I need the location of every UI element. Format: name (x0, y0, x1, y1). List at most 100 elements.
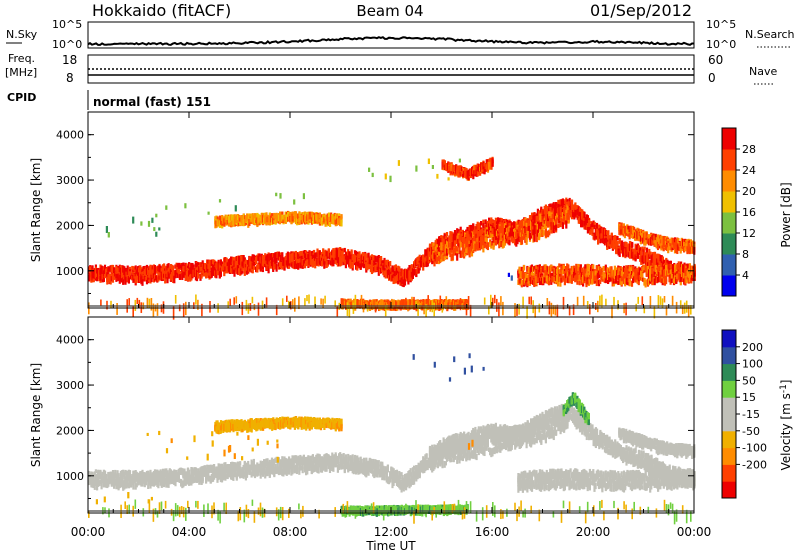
scatter-cell (377, 255, 380, 260)
scatter-cell (231, 256, 234, 265)
scatter-cell (625, 242, 628, 250)
scatter-cell (509, 227, 512, 234)
scatter-cell (399, 272, 402, 280)
scatter-cell (158, 270, 161, 277)
scatter-cell (443, 255, 446, 261)
scatter-cell (469, 240, 472, 247)
scatter-cell (383, 270, 386, 276)
scatter-cell (434, 240, 437, 247)
noise-right-tick-top: 10^5 (706, 18, 736, 31)
scatter-cell (173, 272, 176, 280)
scatter-cell (461, 248, 464, 255)
scatter-cell (123, 275, 126, 280)
scatter-cell (669, 260, 672, 267)
scatter-cell (195, 262, 199, 268)
scatter-cell (89, 272, 92, 281)
scatter-cell (248, 264, 251, 273)
scatter-cell (616, 235, 619, 241)
scatter-cell (113, 267, 116, 274)
scatter-cell (576, 215, 579, 220)
scatter-cell (355, 250, 358, 258)
scatter-cell (420, 258, 424, 267)
scatter-cell (209, 262, 212, 270)
scatter-cell (110, 270, 113, 277)
scatter-cell (170, 264, 174, 271)
scatter-cell (274, 252, 277, 259)
scatter-cell (449, 231, 452, 237)
scatter-cell (317, 252, 320, 259)
scatter-cell (493, 231, 496, 237)
scatter-cell (631, 242, 634, 248)
scatter-cell (601, 238, 604, 243)
scatter-cell (506, 227, 509, 233)
scatter-cell (520, 279, 523, 285)
scatter-cell (134, 265, 137, 272)
scatter-cell (299, 251, 302, 257)
scatter-cell (551, 204, 554, 211)
scatter-cell (107, 266, 110, 272)
scatter-cell (502, 229, 505, 237)
scatter-cell (392, 266, 395, 273)
scatter-cell (651, 257, 654, 263)
scatter-cell (251, 267, 254, 273)
scatter-cell (395, 269, 399, 276)
scatter-cell (424, 249, 427, 258)
scatter-cell (406, 270, 409, 279)
scatter-cell (243, 268, 246, 276)
scatter-cell (283, 260, 286, 265)
scatter-cell (239, 257, 242, 263)
scatter-cell (131, 265, 134, 271)
scatter-cell (305, 253, 308, 261)
scatter-cell (552, 202, 555, 209)
scatter-cell (477, 222, 480, 231)
scatter-cell (180, 264, 183, 269)
scatter-cell (333, 254, 336, 260)
scatter-cell (672, 273, 675, 279)
scatter-cell (345, 257, 349, 265)
scatter-cell (436, 254, 439, 260)
scatter-cell (635, 245, 638, 252)
scatter-cell (656, 253, 659, 259)
scatter-cell (174, 272, 177, 279)
scatter-cell (201, 263, 204, 269)
scatter-cell (311, 254, 314, 259)
scatter-cell (370, 266, 374, 275)
scatter-cell (557, 223, 560, 229)
scatter-cell (214, 261, 217, 266)
scatter-cell (333, 259, 336, 264)
scatter-cell (107, 274, 110, 280)
scatter-cell (495, 230, 499, 237)
scatter-cell (223, 257, 226, 266)
scatter-cell (587, 264, 590, 269)
scatter-cell (178, 274, 182, 280)
scatter-cell (248, 255, 251, 262)
scatter-cell (614, 240, 617, 249)
scatter-cell (367, 252, 370, 258)
scatter-cell (106, 277, 109, 285)
scatter-cell (340, 259, 343, 266)
scatter-cell (433, 259, 436, 267)
scatter-cell (449, 237, 452, 243)
scatter-cell (245, 267, 249, 275)
scatter-cell (533, 232, 536, 241)
scatter-cell (427, 258, 430, 263)
scatter-cell (368, 261, 371, 269)
scatter-cell (166, 275, 169, 284)
scatter-cell (242, 262, 245, 269)
scatter-cell (616, 241, 619, 246)
scatter-cell (281, 263, 284, 270)
scatter-cell (206, 264, 209, 272)
scatter-cell (99, 275, 102, 281)
scatter-cell (139, 270, 142, 277)
scatter-cell (189, 263, 192, 270)
scatter-cell (595, 222, 599, 228)
scatter-cell (470, 248, 474, 257)
scatter-cell (98, 269, 101, 278)
scatter-cell (477, 242, 480, 251)
scatter-cell (500, 218, 503, 223)
scatter-cell (481, 240, 484, 249)
scatter-cell (386, 262, 389, 267)
scatter-cell (445, 248, 449, 256)
scatter-cell (627, 245, 630, 252)
scatter-cell (456, 253, 459, 261)
